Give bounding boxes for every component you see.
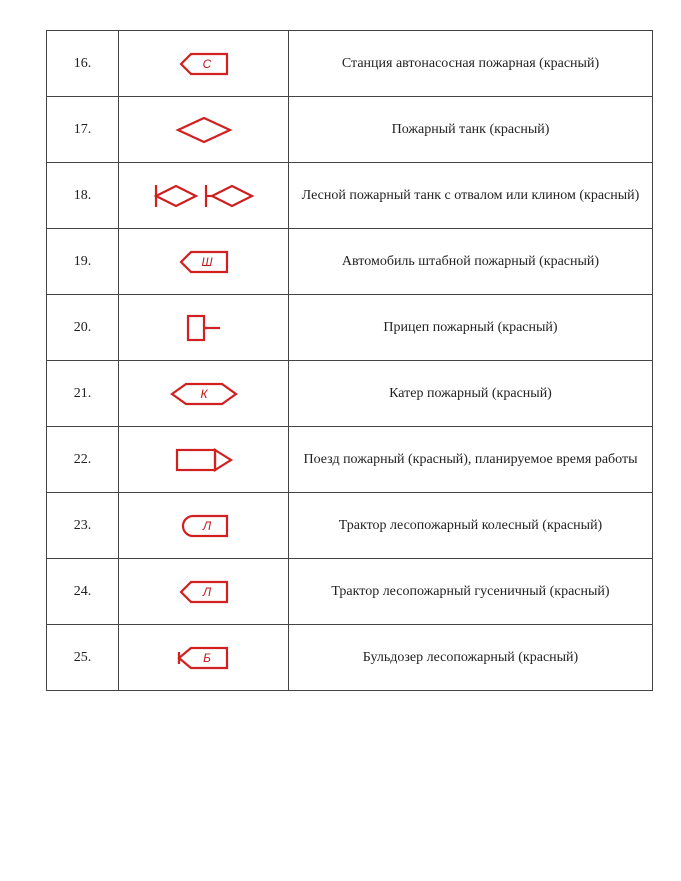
- row-description: Трактор лесопожарный гусеничный (красный…: [289, 559, 653, 625]
- row-number: 24.: [47, 559, 119, 625]
- svg-text:К: К: [200, 387, 208, 401]
- row-description: Прицеп пожарный (красный): [289, 295, 653, 361]
- table-row: 24. Л Трактор лесопожарный гусеничный (кра…: [47, 559, 653, 625]
- row-description: Поезд пожарный (красный), планируемое вр…: [289, 427, 653, 493]
- svg-text:Л: Л: [201, 519, 211, 533]
- svg-text:Ш: Ш: [201, 255, 213, 269]
- row-symbol: Л: [119, 493, 289, 559]
- table-row: 17. Пожарный танк (красный): [47, 97, 653, 163]
- row-description: Автомобиль штабной пожарный (красный): [289, 229, 653, 295]
- row-description: Лесной пожарный танк с отвалом или клино…: [289, 163, 653, 229]
- row-symbol: [119, 97, 289, 163]
- symbol-icon: [119, 295, 288, 360]
- row-number: 21.: [47, 361, 119, 427]
- svg-text:Б: Б: [203, 651, 211, 665]
- table-row: 16. С Станция автонасосная пожарная (красн…: [47, 31, 653, 97]
- table-row: 21. К Катер пожарный (красный): [47, 361, 653, 427]
- table-row: 23. Л Трактор лесопожарный колесный (красн…: [47, 493, 653, 559]
- svg-text:Л: Л: [201, 585, 211, 599]
- row-number: 19.: [47, 229, 119, 295]
- row-number: 16.: [47, 31, 119, 97]
- symbol-icon: Ш: [119, 229, 288, 294]
- row-description: Пожарный танк (красный): [289, 97, 653, 163]
- row-symbol: [119, 163, 289, 229]
- symbol-icon: К: [119, 361, 288, 426]
- row-symbol: Ш: [119, 229, 289, 295]
- row-number: 20.: [47, 295, 119, 361]
- row-symbol: С: [119, 31, 289, 97]
- row-symbol: [119, 295, 289, 361]
- row-number: 17.: [47, 97, 119, 163]
- row-symbol: [119, 427, 289, 493]
- row-symbol: Л: [119, 559, 289, 625]
- row-symbol: К: [119, 361, 289, 427]
- row-number: 22.: [47, 427, 119, 493]
- table-row: 22. Поезд пожарный (красный), планируемое…: [47, 427, 653, 493]
- symbol-icon: Л: [119, 559, 288, 624]
- row-number: 23.: [47, 493, 119, 559]
- table-row: 19. Ш Автомобиль штабной пожарный (красный…: [47, 229, 653, 295]
- row-number: 25.: [47, 625, 119, 691]
- symbol-icon: [119, 97, 288, 162]
- symbols-table: 16. С Станция автонасосная пожарная (красн…: [46, 30, 653, 691]
- row-number: 18.: [47, 163, 119, 229]
- symbols-tbody: 16. С Станция автонасосная пожарная (красн…: [47, 31, 653, 691]
- table-row: 18. Лесной пожарный танк с отвалом или кл…: [47, 163, 653, 229]
- symbol-icon: Б: [119, 625, 288, 690]
- row-description: Станция автонасосная пожарная (красный): [289, 31, 653, 97]
- svg-text:С: С: [202, 57, 211, 71]
- symbol-icon: [119, 163, 288, 228]
- table-row: 25. Б Бульдозер лесопожарный (красный): [47, 625, 653, 691]
- symbol-icon: [119, 427, 288, 492]
- row-description: Трактор лесопожарный колесный (красный): [289, 493, 653, 559]
- symbol-icon: С: [119, 31, 288, 96]
- symbol-icon: Л: [119, 493, 288, 558]
- row-description: Катер пожарный (красный): [289, 361, 653, 427]
- row-description: Бульдозер лесопожарный (красный): [289, 625, 653, 691]
- table-row: 20. Прицеп пожарный (красный): [47, 295, 653, 361]
- row-symbol: Б: [119, 625, 289, 691]
